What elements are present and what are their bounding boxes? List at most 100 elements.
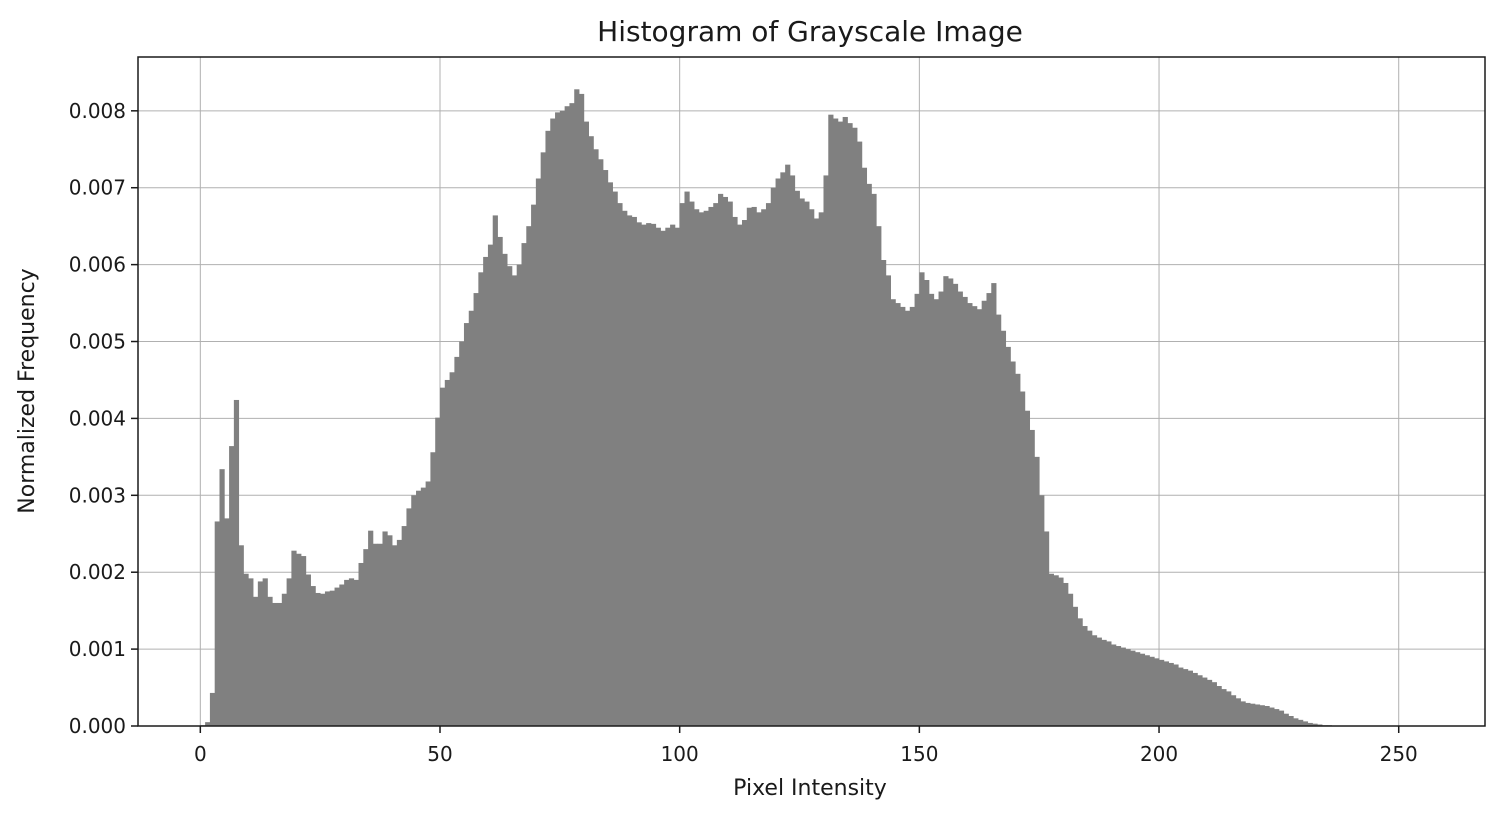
histogram-bar	[233, 399, 240, 726]
histogram-bar	[842, 116, 848, 726]
histogram-bar	[257, 581, 264, 726]
histogram-bar	[789, 175, 796, 727]
histogram-bar	[914, 293, 920, 726]
histogram-bar	[1216, 686, 1222, 726]
histogram-bar	[1240, 701, 1246, 726]
histogram-bar	[339, 584, 345, 726]
histogram-bar	[1187, 670, 1193, 726]
histogram-bar	[924, 280, 930, 726]
histogram-bar	[1048, 573, 1054, 726]
histogram-bar	[1072, 606, 1078, 726]
histogram-bar	[1307, 722, 1313, 726]
histogram-bar	[1154, 658, 1160, 726]
histogram-bar	[459, 341, 465, 726]
histogram-bar	[641, 224, 647, 727]
histogram-bar	[579, 93, 585, 727]
histogram-bar	[1269, 707, 1275, 726]
histogram-bar	[406, 508, 412, 726]
histogram-bar	[746, 207, 752, 727]
histogram-bar	[665, 227, 671, 727]
histogram-bar	[1298, 719, 1304, 726]
histogram-bar	[243, 573, 249, 726]
x-tick-label: 0	[194, 742, 207, 766]
y-tick-label: 0.000	[69, 714, 126, 738]
histogram-bar	[679, 203, 685, 726]
histogram-bar	[933, 299, 939, 726]
histogram-bar	[751, 206, 757, 727]
y-tick-label: 0.001	[69, 637, 126, 661]
y-axis-label: Normalized Frequency	[15, 268, 40, 513]
histogram-bar	[344, 579, 350, 726]
histogram-bar	[1077, 618, 1083, 726]
histogram-bar	[741, 220, 748, 726]
histogram-bar	[612, 191, 618, 726]
histogram-bar	[574, 89, 580, 726]
histogram-bar	[694, 209, 700, 726]
histogram-bar	[919, 272, 925, 726]
histogram-bar	[1106, 641, 1112, 726]
y-tick-label: 0.003	[69, 483, 126, 507]
histogram-bar	[1082, 626, 1088, 726]
histogram-bar	[928, 293, 935, 726]
histogram-bar	[209, 692, 216, 726]
histogram-bar	[972, 306, 978, 726]
histogram-bar	[1302, 721, 1309, 726]
histogram-bar	[607, 182, 613, 727]
histogram-bar	[559, 110, 566, 727]
histogram-bar	[626, 215, 633, 726]
histogram-bar	[991, 283, 997, 726]
histogram-bar	[727, 201, 733, 726]
histogram-bar	[622, 210, 628, 727]
histogram-bar	[1230, 695, 1237, 726]
histogram-bar	[468, 310, 474, 726]
histogram-bar	[1101, 639, 1107, 726]
histogram-bar	[1043, 531, 1050, 726]
y-axis-ticks: 0.000 0.001 0.002 0.003 0.004 0.005 0.006 0.007…	[69, 99, 138, 738]
histogram-bar	[852, 127, 858, 727]
histogram-bar	[981, 300, 987, 726]
histogram-bar	[909, 306, 915, 726]
histogram-bar	[689, 201, 695, 726]
histogram-bar	[545, 130, 551, 727]
histogram-bar	[866, 183, 872, 727]
histogram-bar	[387, 535, 393, 726]
histogram-bar	[948, 278, 954, 726]
histogram-bar	[377, 543, 383, 726]
histogram-bar	[881, 260, 887, 726]
x-tick-label: 250	[1380, 742, 1418, 766]
histogram-bar	[372, 543, 379, 726]
histogram-bar	[828, 114, 834, 726]
x-tick-label: 150	[900, 742, 938, 766]
histogram-bar	[938, 291, 944, 726]
histogram-bar	[861, 167, 868, 727]
histogram-bar	[890, 299, 896, 726]
histogram-bar	[348, 578, 355, 726]
histogram-bar	[329, 590, 335, 726]
x-axis-ticks: 0 50 100 150 200 250	[194, 726, 1418, 766]
chart-title: Histogram of Grayscale Image	[597, 15, 1023, 48]
histogram-bar	[425, 481, 431, 726]
histogram-bar	[368, 530, 374, 726]
histogram-bar	[1312, 723, 1318, 726]
histogram-bar	[1053, 575, 1059, 726]
histogram-bar	[1192, 672, 1198, 726]
histogram-bar	[229, 446, 235, 726]
histogram-bar	[463, 323, 470, 726]
histogram-bar	[1168, 662, 1174, 726]
histogram-bar	[804, 201, 810, 726]
histogram-bar	[1317, 724, 1323, 726]
histogram-bar	[454, 356, 460, 726]
y-tick-label: 0.004	[69, 406, 126, 430]
histogram-bar	[1293, 718, 1299, 726]
histogram-bar	[674, 227, 681, 727]
histogram-bar	[502, 253, 508, 727]
histogram-bar	[900, 306, 906, 726]
histogram-bar	[1000, 330, 1007, 726]
histogram-bar	[1183, 669, 1189, 726]
histogram-bar	[444, 379, 450, 726]
histogram-bar	[411, 495, 417, 726]
histogram-bar	[277, 602, 283, 726]
histogram-bar	[708, 206, 714, 727]
histogram-bar	[593, 149, 599, 726]
